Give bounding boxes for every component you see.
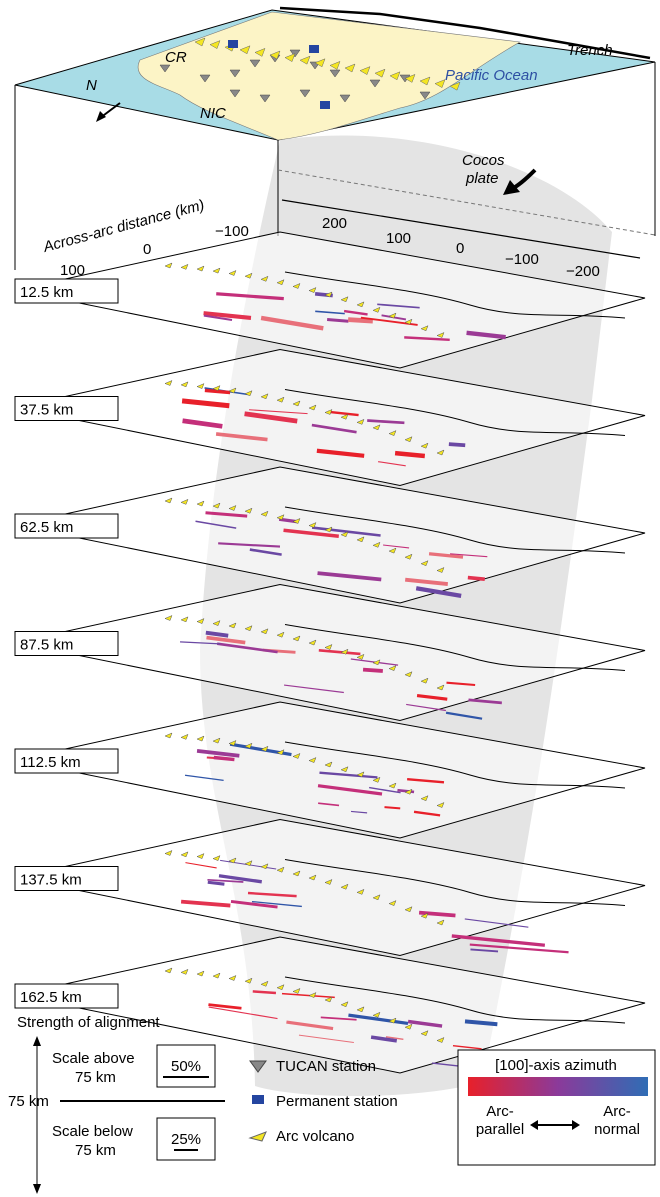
permanent-station <box>309 45 319 53</box>
legend-text: 75 km <box>75 1069 116 1086</box>
plate-label: Cocos <box>462 152 505 169</box>
anisotropy-bar <box>205 390 230 392</box>
tick-label: 0 <box>143 241 151 258</box>
tick-label: −100 <box>505 251 539 268</box>
cr-label: CR <box>165 49 187 66</box>
tick-label: 200 <box>322 215 347 232</box>
anisotropy-bar <box>449 444 465 445</box>
north-label: N <box>86 77 97 94</box>
axis-title: Across-arc distance (km) <box>41 197 207 257</box>
scale-label: 25% <box>171 1131 201 1148</box>
legend-text: Scale below <box>52 1123 133 1140</box>
legend-title: Strength of alignment <box>17 1014 160 1031</box>
nic-label: NIC <box>200 105 226 122</box>
layer-label: 12.5 km <box>20 284 73 301</box>
plate-label: plate <box>465 170 499 187</box>
anisotropy-bar <box>468 578 485 580</box>
legend-text: Scale above <box>52 1050 135 1067</box>
layer-label: 137.5 km <box>20 872 82 889</box>
anisotropy-bar <box>253 991 276 993</box>
legend-text: 75 km <box>75 1142 116 1159</box>
colorbar-label: parallel <box>476 1121 524 1138</box>
anisotropy-bar <box>214 757 235 759</box>
anisotropy-bar <box>363 670 383 671</box>
scale-label: 50% <box>171 1058 201 1075</box>
layer-label: 62.5 km <box>20 519 73 536</box>
permanent-station <box>320 101 330 109</box>
layer-label: 37.5 km <box>20 402 73 419</box>
tick-label: 0 <box>456 240 464 257</box>
permanent-station <box>228 40 238 48</box>
layer-label: 162.5 km <box>20 989 82 1006</box>
ocean-label: Pacific Ocean <box>445 67 538 84</box>
colorbar-label: normal <box>594 1121 640 1138</box>
colorbar-label: Arc- <box>486 1103 514 1120</box>
anisotropy-bar <box>327 320 348 322</box>
tick-label: 100 <box>386 230 411 247</box>
legend-text: 75 km <box>8 1093 49 1110</box>
layer-label: 87.5 km <box>20 637 73 654</box>
anisotropy-bar <box>384 807 400 808</box>
tick-label: −100 <box>215 223 249 240</box>
anisotropy-bar <box>395 453 425 456</box>
legend-symbol-label: Permanent station <box>276 1093 398 1110</box>
legend-symbol-label: Arc volcano <box>276 1128 354 1145</box>
anisotropy-bar <box>208 882 225 884</box>
colorbar-label: Arc- <box>603 1103 631 1120</box>
tick-label: −200 <box>566 263 600 280</box>
anisotropy-bar <box>348 320 373 321</box>
layer-label: 112.5 km <box>20 754 81 771</box>
legend-symbol-label: TUCAN station <box>276 1058 376 1075</box>
trench-label: Trench <box>567 42 613 59</box>
figure: Trench CR N Pacific Ocean NIC Cocos plat… <box>0 0 660 1197</box>
colorbar-title: [100]-axis azimuth <box>495 1057 617 1074</box>
